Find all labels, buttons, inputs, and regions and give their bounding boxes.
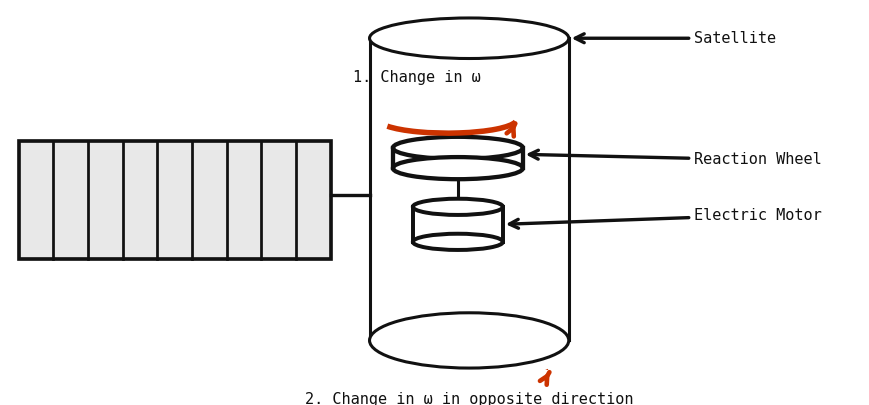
Text: Satellite: Satellite xyxy=(575,31,777,46)
Ellipse shape xyxy=(393,157,523,179)
Ellipse shape xyxy=(393,137,523,159)
Ellipse shape xyxy=(413,234,503,250)
Ellipse shape xyxy=(369,313,569,368)
Ellipse shape xyxy=(413,199,503,215)
Text: Reaction Wheel: Reaction Wheel xyxy=(529,150,822,167)
Text: 2. Change in ω in opposite direction: 2. Change in ω in opposite direction xyxy=(305,392,634,405)
Bar xyxy=(19,141,330,259)
Ellipse shape xyxy=(369,18,569,58)
Text: Electric Motor: Electric Motor xyxy=(509,208,822,228)
Text: 1. Change in ω: 1. Change in ω xyxy=(354,70,481,85)
